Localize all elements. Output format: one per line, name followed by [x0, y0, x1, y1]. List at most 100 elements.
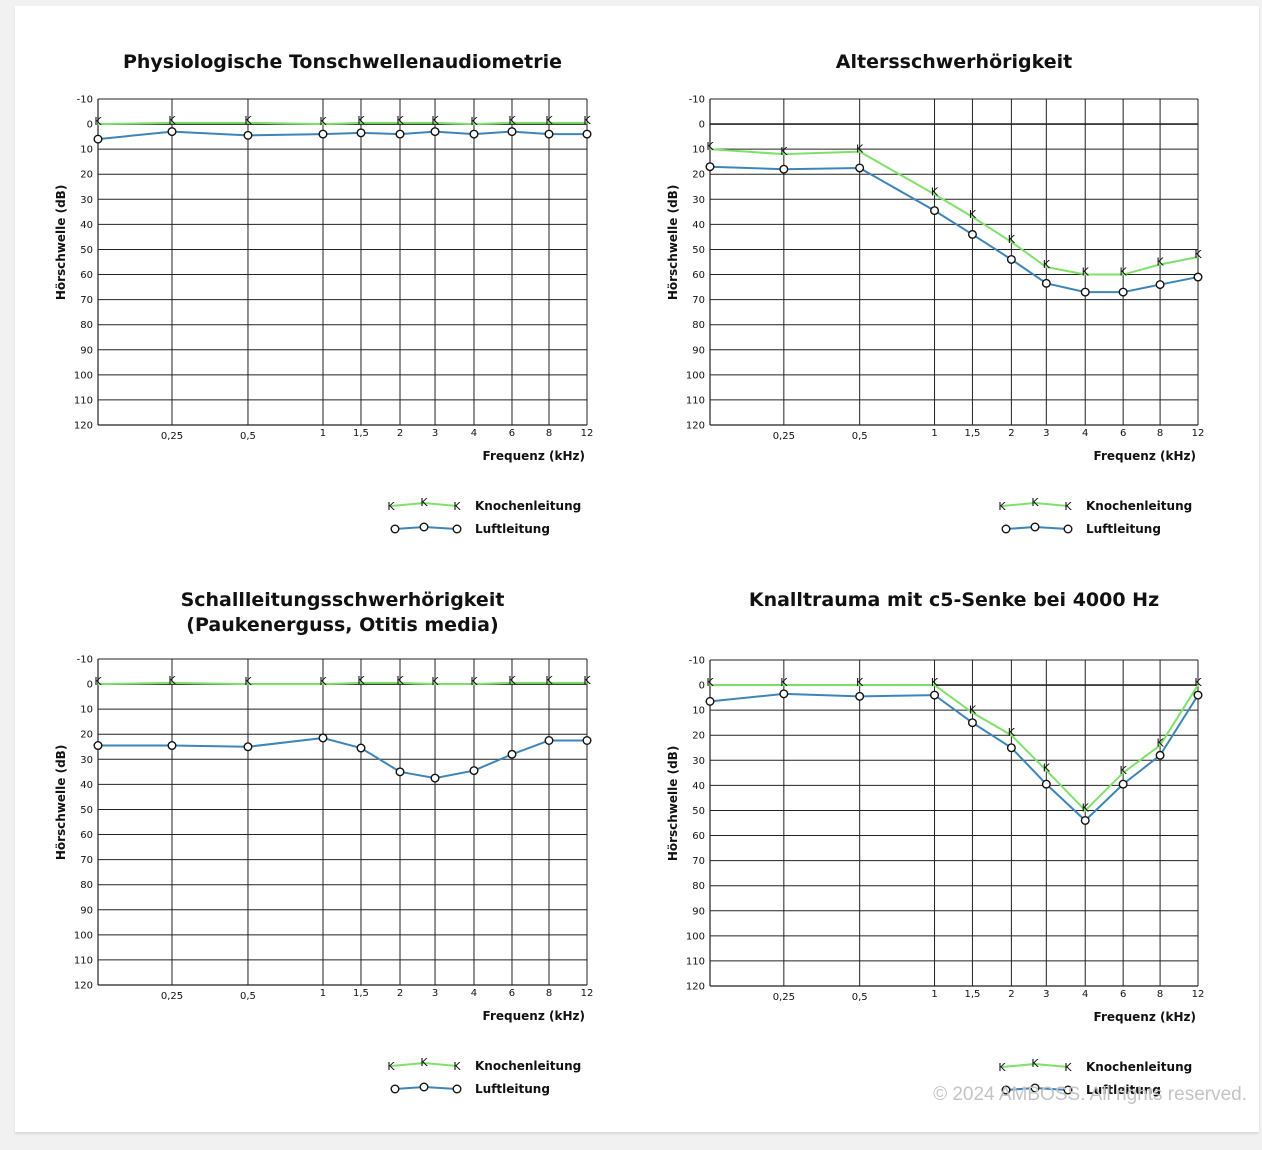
y-tick-label: 40: [692, 781, 705, 792]
data-point-air: [1118, 287, 1128, 297]
legend-marker-air: [390, 1084, 400, 1094]
data-point-air: [967, 229, 977, 239]
audiogram-physiologisch: Physiologische Tonschwellenaudiometrie -1…: [54, 51, 593, 536]
data-point-bone: K: [856, 676, 864, 689]
y-tick-label: 60: [692, 270, 705, 281]
data-point-air: [1118, 779, 1128, 789]
y-tick-label: 10: [692, 706, 705, 717]
x-tick-label: 0,25: [773, 992, 795, 1003]
data-point-bone: K: [545, 114, 553, 127]
data-point-bone: K: [780, 145, 788, 158]
y-tick-label: 120: [686, 421, 705, 432]
y-axis-label: Hörschwelle (dB): [54, 745, 68, 860]
x-tick-label: 3: [1043, 989, 1049, 1000]
data-point-bone: K: [431, 675, 439, 688]
data-point-bone: K: [545, 674, 553, 687]
legend-marker-air: [452, 1084, 462, 1094]
y-tick-label: 90: [692, 906, 705, 917]
legend-label-bone: Knochenleitung: [1086, 1060, 1192, 1074]
legend-marker-air: [1063, 1085, 1073, 1095]
y-tick-label: 70: [692, 856, 705, 867]
x-tick-label: 0,25: [161, 431, 183, 442]
data-point-air: [243, 742, 253, 752]
x-tick-label: 3: [432, 428, 438, 439]
y-tick-label: 30: [692, 195, 705, 206]
y-tick-label: 0: [87, 680, 93, 691]
chart-title: Schallleitungsschwerhörigkeit: [181, 589, 505, 611]
data-point-air: [1006, 743, 1016, 753]
data-point-bone: K: [583, 674, 591, 687]
data-point-bone: K: [1043, 258, 1051, 271]
data-point-bone: K: [1082, 801, 1090, 814]
data-point-bone: K: [969, 208, 977, 221]
y-axis-label: Hörschwelle (dB): [54, 185, 68, 300]
x-tick-label: 6: [1120, 989, 1126, 1000]
y-tick-label: 100: [74, 370, 93, 381]
copyright-notice: © 2024 AMBOSS. All rights reserved.: [933, 1084, 1247, 1105]
series-luftleitung: [705, 689, 1203, 825]
legend-marker-air: [1030, 522, 1040, 532]
data-point-air: [779, 689, 789, 699]
y-tick-label: 60: [80, 830, 93, 841]
x-tick-label: 1,5: [964, 428, 980, 439]
x-tick-label: 2: [1008, 428, 1014, 439]
data-point-air: [855, 163, 865, 173]
x-tick-label: 1: [320, 988, 326, 999]
data-point-air: [93, 134, 103, 144]
data-point-bone: K: [1120, 764, 1128, 777]
legend-marker-air: [1001, 524, 1011, 534]
x-tick-label: 0,5: [852, 992, 868, 1003]
data-point-bone: K: [1156, 256, 1164, 269]
y-tick-label: 20: [80, 170, 93, 181]
y-tick-label: 60: [692, 831, 705, 842]
data-point-air: [93, 741, 103, 751]
data-point-air: [356, 128, 366, 138]
x-tick-label: 2: [1008, 989, 1014, 1000]
y-tick-label: 0: [87, 120, 93, 131]
y-tick-label: 40: [80, 780, 93, 791]
data-point-bone: K: [1194, 248, 1202, 261]
y-tick-label: 50: [692, 806, 705, 817]
data-point-air: [1155, 280, 1165, 290]
x-tick-label: 4: [471, 428, 477, 439]
data-point-bone: K: [508, 674, 516, 687]
data-point-bone: K: [168, 674, 176, 687]
series-luftleitung: [93, 733, 592, 783]
data-point-bone: K: [94, 115, 102, 128]
data-point-air: [779, 164, 789, 174]
legend-marker-bone: K: [1064, 1061, 1072, 1074]
y-tick-label: 80: [692, 881, 705, 892]
x-tick-label: 6: [509, 428, 515, 439]
x-axis-label: Frequenz (kHz): [483, 449, 585, 463]
series-luftleitung: [93, 127, 592, 144]
series-line: [97, 121, 587, 126]
y-tick-label: 20: [692, 731, 705, 742]
series-line: [709, 692, 1199, 822]
data-point-bone: K: [319, 675, 327, 688]
legend-marker-bone: K: [1031, 496, 1039, 509]
data-point-air: [544, 129, 554, 139]
data-point-air: [1155, 750, 1165, 760]
y-tick-label: 10: [692, 145, 705, 156]
legend-label-air: Luftleitung: [1086, 522, 1161, 536]
data-point-bone: K: [396, 114, 404, 127]
y-tick-label: 110: [74, 955, 93, 966]
legend-marker-air: [1001, 1085, 1011, 1095]
data-point-air: [1041, 779, 1051, 789]
x-axis-label: Frequenz (kHz): [1094, 1010, 1196, 1024]
data-point-bone: K: [1194, 676, 1202, 689]
data-point-bone: K: [856, 143, 864, 156]
y-tick-label: 30: [80, 195, 93, 206]
data-point-bone: K: [319, 115, 327, 128]
legend-marker-bone: K: [420, 1056, 428, 1069]
x-tick-label: 4: [1082, 989, 1088, 1000]
y-tick-label: 40: [80, 220, 93, 231]
legend-line-bone: [390, 501, 458, 507]
series-luftleitung: [705, 162, 1203, 297]
data-point-bone: K: [508, 114, 516, 127]
data-point-air: [243, 130, 253, 140]
y-tick-label: 70: [80, 855, 93, 866]
legend-label-air: Luftleitung: [1086, 1083, 1161, 1097]
y-tick-label: 70: [80, 295, 93, 306]
